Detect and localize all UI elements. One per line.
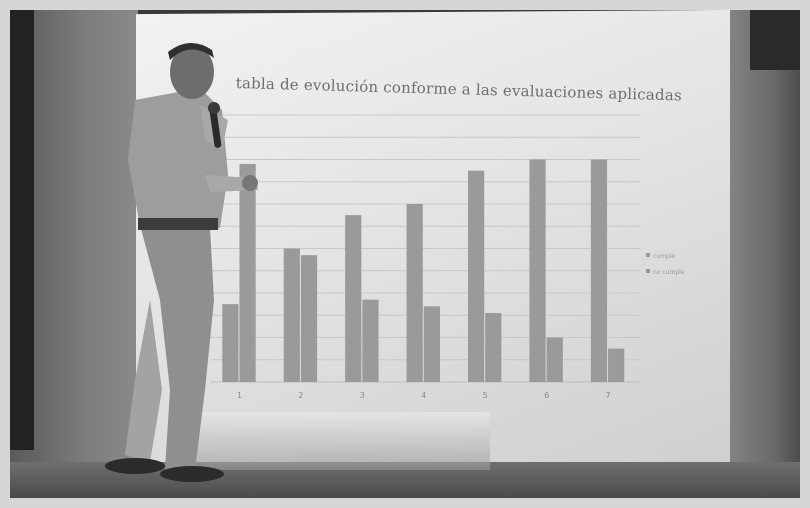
x-tick-label: 2 bbox=[298, 391, 303, 400]
bar-cumple-1 bbox=[222, 304, 239, 382]
bar-no-cumple-2 bbox=[300, 255, 318, 382]
bar-no-cumple-6 bbox=[546, 337, 563, 382]
bar-cumple-2 bbox=[283, 248, 300, 382]
bar-no-cumple-1 bbox=[239, 163, 256, 382]
bar-cumple-6 bbox=[529, 159, 546, 382]
bar-no-cumple-5 bbox=[485, 313, 502, 382]
presenter-shoe-left bbox=[105, 458, 165, 474]
bar-no-cumple-4 bbox=[423, 306, 440, 382]
chart-legend: cumple no cumple bbox=[646, 253, 685, 276]
legend-label: cumple bbox=[653, 253, 675, 260]
legend-label: no cumple bbox=[653, 269, 685, 276]
legend-swatch bbox=[646, 253, 650, 257]
x-tick-label: 7 bbox=[606, 391, 611, 400]
x-tick-label: 4 bbox=[421, 391, 426, 400]
left-wall-shadow bbox=[10, 10, 34, 450]
ceiling-shadow bbox=[750, 10, 800, 70]
bar-no-cumple-7 bbox=[608, 348, 625, 382]
microphone-icon bbox=[209, 108, 222, 148]
x-tick-label: 6 bbox=[544, 391, 549, 400]
bar-no-cumple-3 bbox=[362, 299, 379, 382]
chart-bars bbox=[222, 159, 625, 382]
bar-cumple-4 bbox=[406, 204, 423, 382]
x-tick-label: 5 bbox=[483, 391, 488, 400]
x-tick-label: 1 bbox=[237, 391, 242, 400]
presenter-legs bbox=[140, 225, 214, 470]
presenter-shoe-right bbox=[160, 466, 224, 482]
chart-tick-labels: 1 2 3 4 5 6 7 bbox=[237, 391, 611, 400]
legend-swatch bbox=[646, 269, 650, 273]
presenter-head bbox=[170, 45, 214, 99]
x-tick-label: 3 bbox=[360, 391, 365, 400]
bar-cumple-7 bbox=[590, 159, 608, 382]
bar-cumple-3 bbox=[345, 215, 362, 382]
projected-light-on-floor bbox=[190, 412, 490, 470]
presenter-belt bbox=[138, 218, 218, 230]
bar-cumple-5 bbox=[468, 170, 485, 382]
